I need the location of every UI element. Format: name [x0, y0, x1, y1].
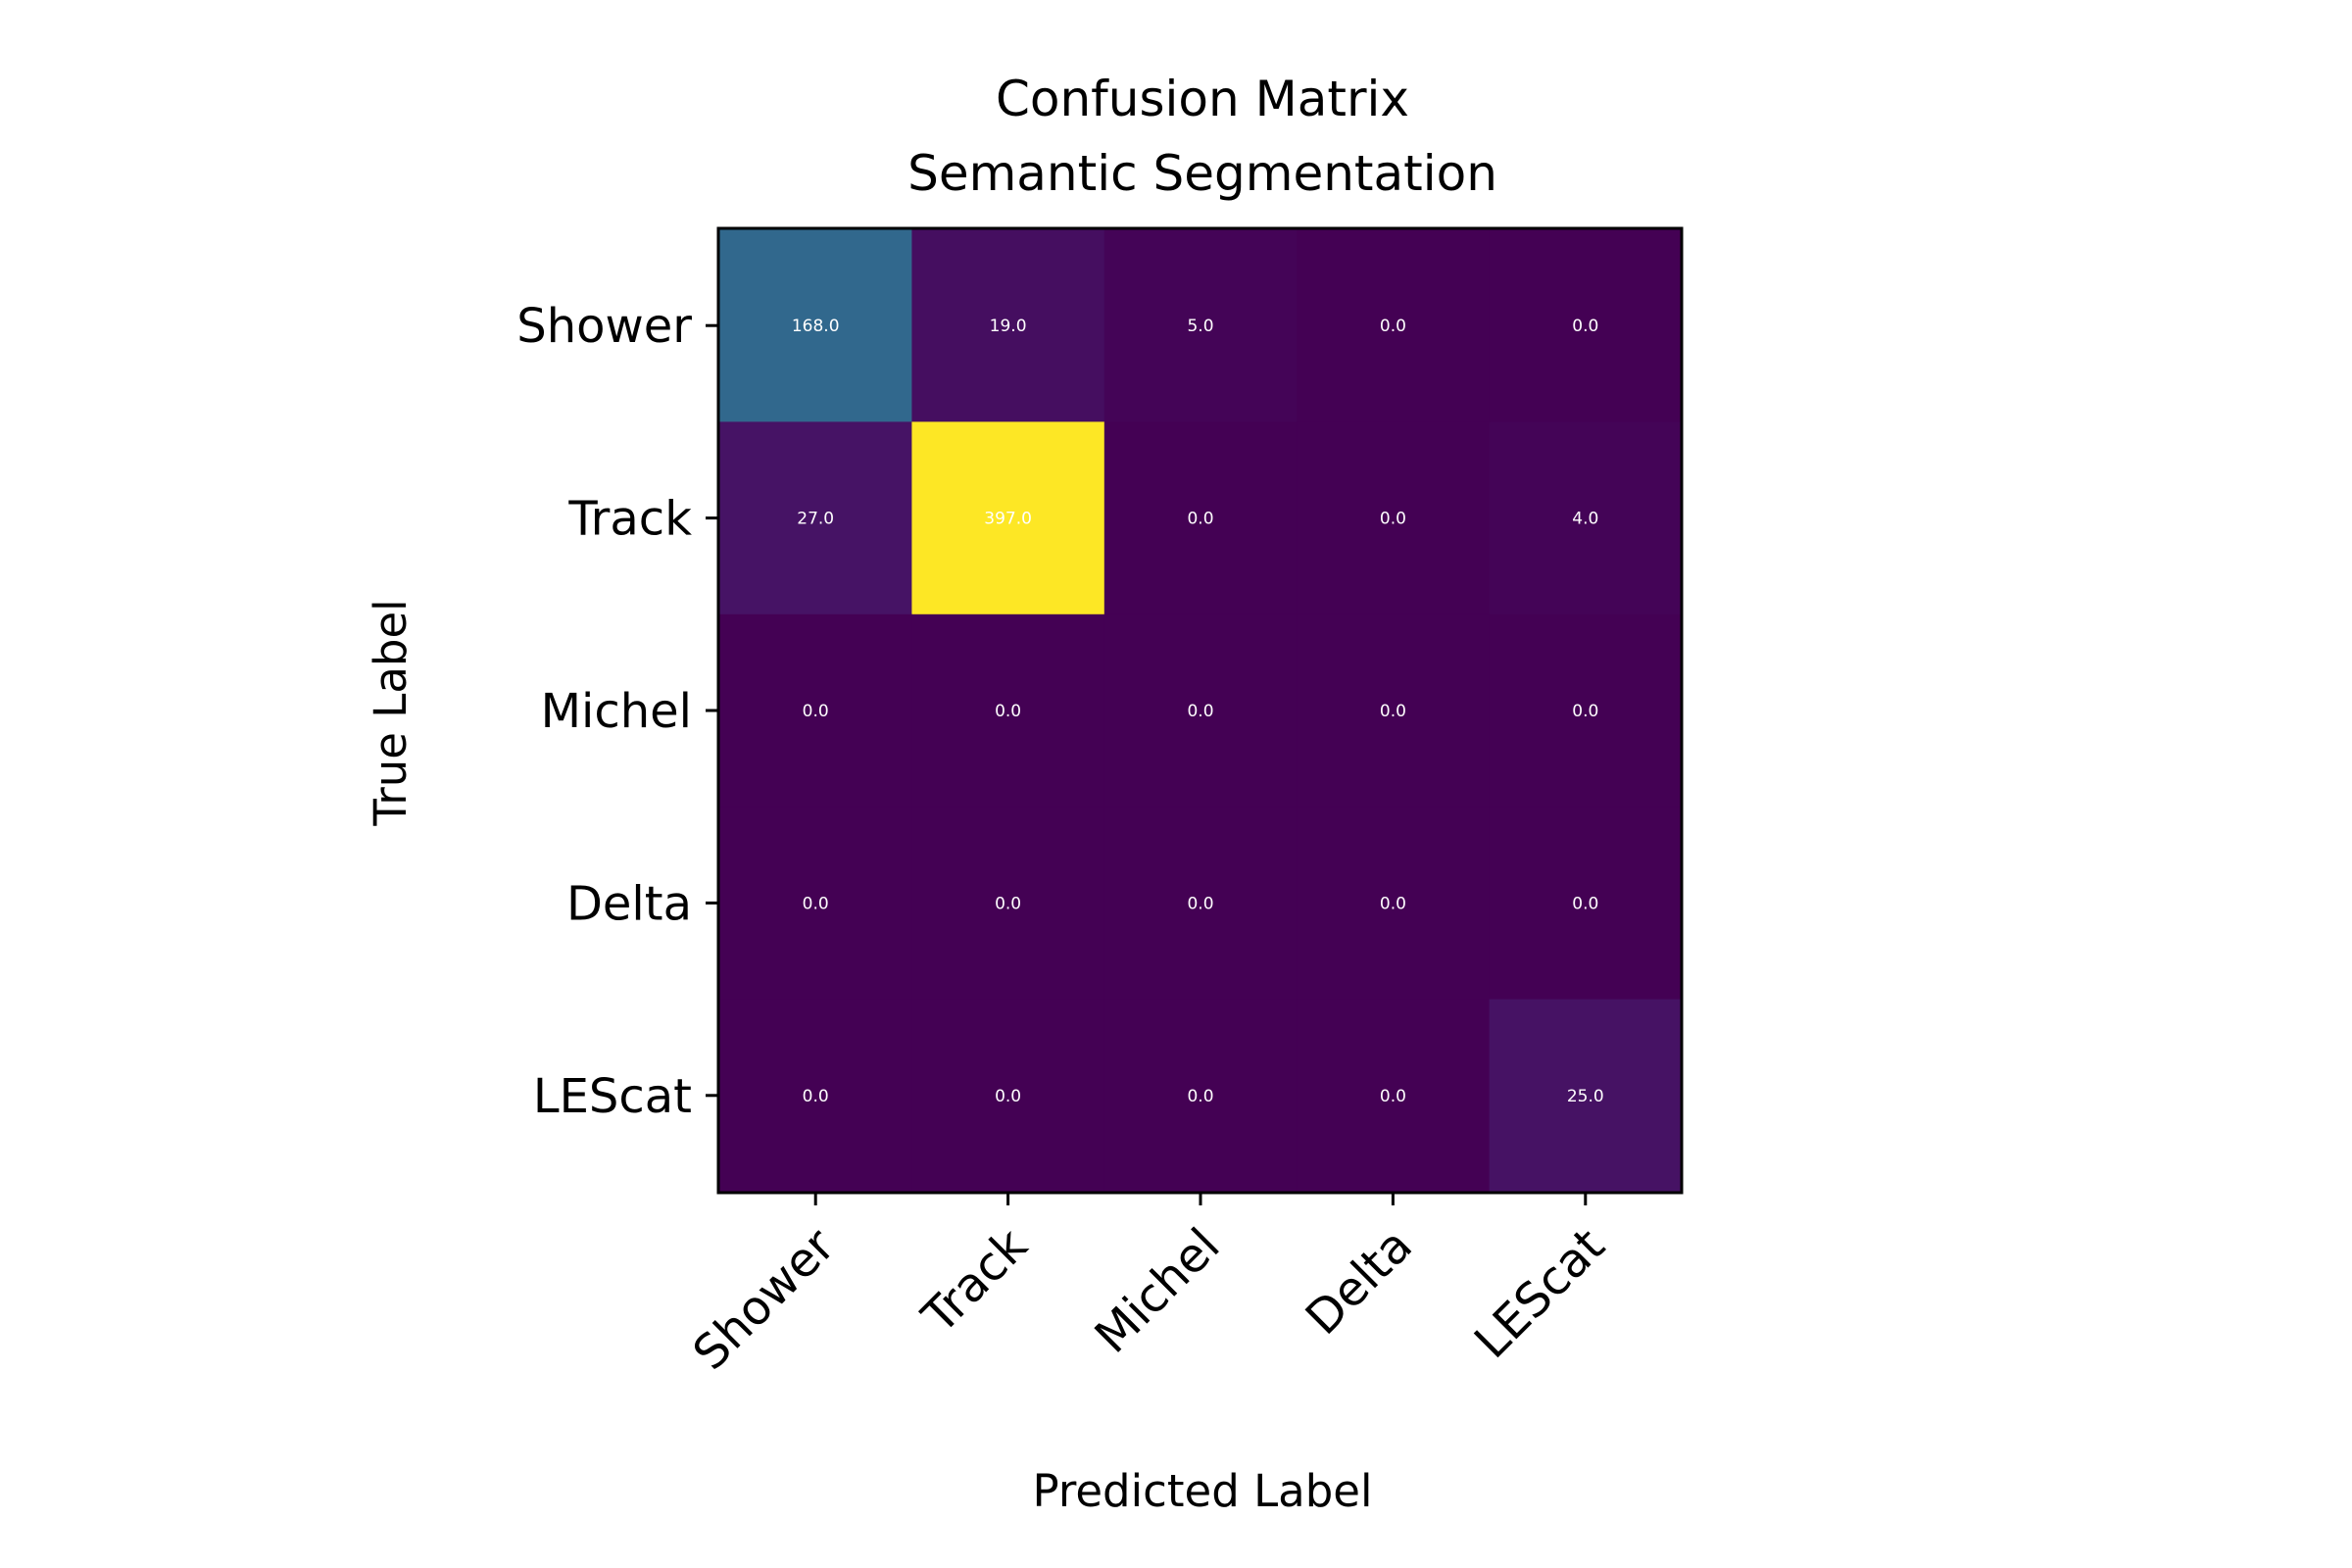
- cell-value-label: 0.0: [1572, 317, 1598, 336]
- cell-value-label: 0.0: [1380, 702, 1406, 721]
- cell-value-label: 0.0: [1572, 702, 1598, 721]
- heatmap-cell: [911, 613, 1105, 808]
- heatmap-cell: [911, 229, 1105, 422]
- heatmap-cell: [719, 807, 912, 1001]
- cell-value-label: 0.0: [1187, 894, 1213, 913]
- y-tick-label: LEScat: [533, 1069, 692, 1124]
- heatmap-cell-labels: 168.0 19.0 5.0 0.0 0.0 27.0 397.0 0.0 0.0 4.0 0.0 0…: [792, 317, 1604, 1106]
- heatmap-cell: [911, 999, 1105, 1193]
- cell-value-label: 0.0: [995, 702, 1021, 721]
- heatmap-cell: [1103, 999, 1298, 1193]
- cell-value-label: 0.0: [1572, 894, 1598, 913]
- y-tick-label: Delta: [566, 876, 692, 931]
- heatmap-cell: [911, 421, 1105, 615]
- heatmap-cell: [1489, 613, 1683, 808]
- heatmap-cell: [719, 229, 912, 422]
- x-tick-label: Michel: [1085, 1218, 1231, 1364]
- x-tick-label: Shower: [683, 1218, 846, 1381]
- y-tick-label: Track: [567, 492, 692, 547]
- x-tick-label: Delta: [1296, 1218, 1423, 1346]
- heatmap-cell: [719, 421, 912, 615]
- x-tick-label: Track: [911, 1218, 1038, 1345]
- heatmap-cell: [1297, 229, 1491, 422]
- cell-value-label: 0.0: [1187, 510, 1213, 529]
- cell-value-label: 0.0: [1380, 317, 1406, 336]
- cell-value-label: 19.0: [990, 317, 1027, 336]
- y-tick-label: Michel: [541, 684, 692, 739]
- heatmap-cell: [1489, 999, 1683, 1193]
- y-axis-ticks: Shower Track Michel Delta LEScat: [516, 299, 719, 1124]
- cell-value-label: 0.0: [995, 894, 1021, 913]
- cell-value-label: 0.0: [803, 894, 829, 913]
- heatmap-cells: [719, 229, 1683, 1193]
- heatmap-cell: [1103, 807, 1298, 1001]
- cell-value-label: 397.0: [984, 510, 1032, 529]
- x-tick-label: LEScat: [1464, 1218, 1615, 1369]
- heatmap-cell: [1297, 999, 1491, 1193]
- cell-value-label: 0.0: [803, 702, 829, 721]
- heatmap-cell: [1103, 229, 1298, 422]
- heatmap-cell: [1297, 421, 1491, 615]
- heatmap-cell: [719, 613, 912, 808]
- cell-value-label: 27.0: [797, 510, 834, 529]
- heatmap-cell: [1297, 613, 1491, 808]
- heatmap-cell: [911, 807, 1105, 1001]
- cell-value-label: 0.0: [1187, 1087, 1213, 1106]
- cell-value-label: 0.0: [1380, 510, 1406, 529]
- chart-title-line-1: Confusion Matrix: [996, 71, 1409, 127]
- heatmap-cell: [1103, 421, 1298, 615]
- y-axis-label: True Label: [365, 599, 416, 826]
- cell-value-label: 0.0: [995, 1087, 1021, 1106]
- heatmap-cell: [1489, 229, 1683, 422]
- cell-value-label: 0.0: [803, 1087, 829, 1106]
- heatmap-cell: [1489, 421, 1683, 615]
- heatmap-cell: [719, 999, 912, 1193]
- heatmap-cell: [1103, 613, 1298, 808]
- x-axis-ticks: Shower Track Michel Delta LEScat: [683, 1192, 1615, 1381]
- heatmap-cell: [1489, 807, 1683, 1001]
- cell-value-label: 168.0: [792, 317, 840, 336]
- chart-title-line-2: Semantic Segmentation: [907, 145, 1497, 202]
- cell-value-label: 0.0: [1380, 894, 1406, 913]
- cell-value-label: 0.0: [1187, 702, 1213, 721]
- heatmap-cell: [1297, 807, 1491, 1001]
- y-tick-label: Shower: [516, 299, 692, 354]
- cell-value-label: 25.0: [1567, 1087, 1604, 1106]
- x-axis-label: Predicted Label: [1033, 1465, 1373, 1517]
- cell-value-label: 5.0: [1187, 317, 1213, 336]
- cell-value-label: 4.0: [1572, 510, 1598, 529]
- cell-value-label: 0.0: [1380, 1087, 1406, 1106]
